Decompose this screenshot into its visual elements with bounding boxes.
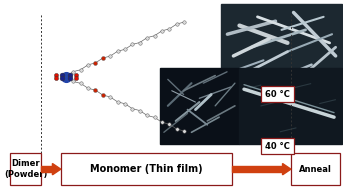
Bar <box>239 68 342 144</box>
Polygon shape <box>283 163 291 175</box>
FancyBboxPatch shape <box>261 86 294 102</box>
Bar <box>232 166 283 172</box>
Text: 60 °C: 60 °C <box>265 90 290 98</box>
Bar <box>160 68 239 144</box>
FancyBboxPatch shape <box>61 153 232 185</box>
Polygon shape <box>52 163 61 175</box>
Text: Anneal: Anneal <box>299 165 332 174</box>
FancyBboxPatch shape <box>291 153 340 185</box>
Bar <box>41 166 52 172</box>
FancyBboxPatch shape <box>261 138 294 154</box>
FancyBboxPatch shape <box>10 153 41 185</box>
Bar <box>221 4 342 91</box>
Text: Dimer
(Powder): Dimer (Powder) <box>4 160 47 179</box>
Text: 40 °C: 40 °C <box>265 142 290 150</box>
Text: Monomer (Thin film): Monomer (Thin film) <box>90 164 203 174</box>
